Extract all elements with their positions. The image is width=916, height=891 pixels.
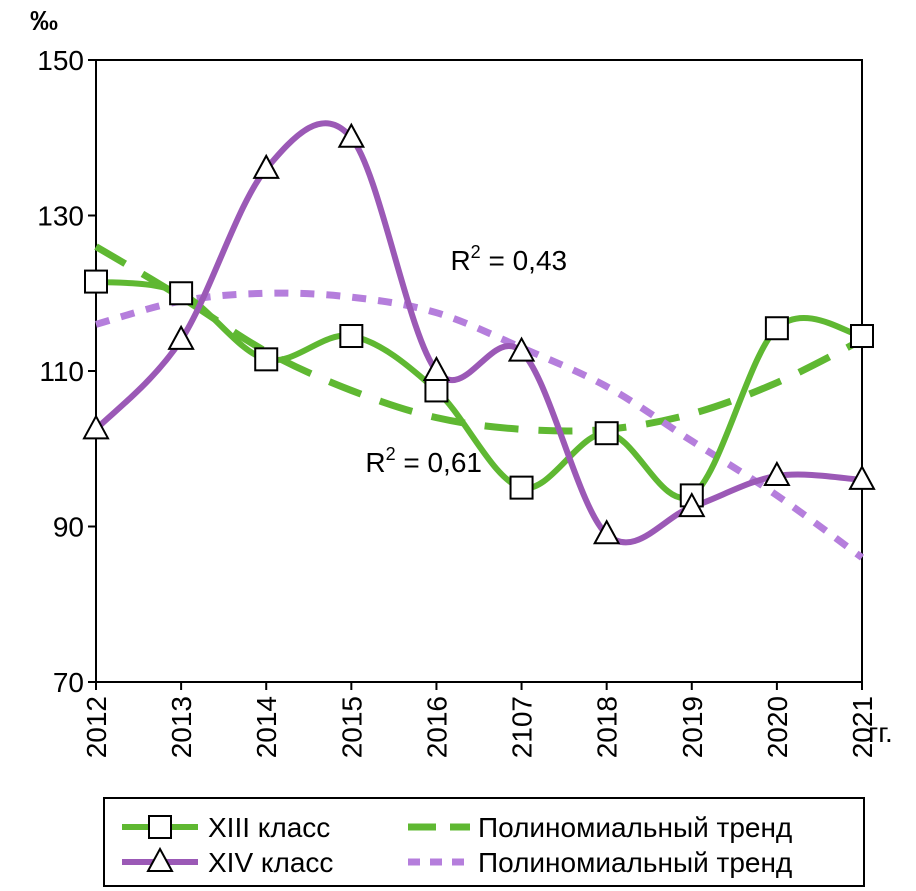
- legend-item: XIV класс: [122, 846, 333, 878]
- data-point-triangle: [82, 414, 110, 440]
- plot-area: [95, 59, 863, 683]
- r2-annotation: R2 = 0,43: [450, 242, 567, 276]
- data-point-square: [424, 378, 449, 403]
- data-point-triangle: [507, 336, 536, 362]
- legend-item: Полиномиальный тренд: [408, 812, 792, 843]
- data-point-square: [254, 347, 279, 372]
- legend-label: XIV класс: [208, 847, 333, 878]
- trend-line-1: [95, 289, 865, 561]
- legend-label: Полиномиальный тренд: [478, 812, 792, 843]
- legend-items: XIII класс Полиномиальный тренд XIV класс П…: [122, 812, 792, 878]
- x-axis: 2012 2013 2014 2015 2016 2107 2018 2019 2020 2021: [81, 682, 878, 758]
- x-tick-label: 2020: [762, 696, 793, 758]
- y-tick-label: 70: [53, 667, 84, 698]
- legend-item: Полиномиальный тренд: [408, 847, 792, 878]
- data-point-triangle: [252, 153, 280, 179]
- data-point-triangle: [592, 519, 621, 545]
- y-tick-label: 150: [37, 45, 84, 76]
- legend-label: Полиномиальный тренд: [478, 847, 792, 878]
- data-point-square: [509, 475, 534, 500]
- data-point-square: [850, 324, 874, 349]
- data-point-square: [764, 316, 789, 341]
- data-point-square: [169, 281, 194, 306]
- x-tick-label: 2014: [251, 696, 282, 758]
- y-unit-label: ‰: [30, 5, 58, 36]
- y-tick-label: 110: [39, 356, 84, 387]
- trend-lines: [94, 243, 865, 561]
- x-tick-label: 2107: [507, 696, 538, 758]
- x-tick-label: 2013: [166, 696, 197, 758]
- data-point-triangle: [337, 122, 366, 148]
- data-point-square: [84, 269, 108, 294]
- series-markers: [82, 122, 876, 545]
- y-tick-label: 90: [53, 512, 84, 543]
- series-line-0: [93, 278, 865, 501]
- data-point-triangle: [848, 464, 876, 490]
- y-tick-label: 130: [37, 201, 84, 232]
- legend: XIII класс Полиномиальный тренд XIV класс П…: [103, 797, 865, 887]
- data-point-square: [594, 421, 619, 446]
- x-tick-label: 2021: [847, 696, 878, 758]
- r2-annotations: R2 = 0,43 R2 = 0,61: [365, 242, 567, 478]
- data-point-triangle: [678, 491, 706, 518]
- data-point-triangle: [167, 324, 195, 350]
- legend-box: [103, 797, 865, 887]
- legend-label: XIII класс: [208, 812, 330, 843]
- r2-annotation: R2 = 0,61: [365, 444, 482, 478]
- x-tick-label: 2019: [677, 696, 708, 758]
- data-point-square: [339, 324, 364, 349]
- legend-marker: [146, 846, 174, 872]
- x-tick-label: 2012: [81, 696, 112, 758]
- x-tick-label: 2015: [336, 696, 367, 758]
- x-unit-label: гг.: [868, 717, 893, 748]
- legend-item: XIII класс: [122, 812, 330, 843]
- y-axis: 70 90 110 130 150: [37, 45, 96, 698]
- data-point-triangle: [763, 460, 791, 486]
- legend-marker: [148, 815, 172, 839]
- data-point-triangle: [422, 355, 451, 381]
- x-tick-label: 2016: [421, 696, 452, 758]
- x-tick-label: 2018: [592, 696, 623, 758]
